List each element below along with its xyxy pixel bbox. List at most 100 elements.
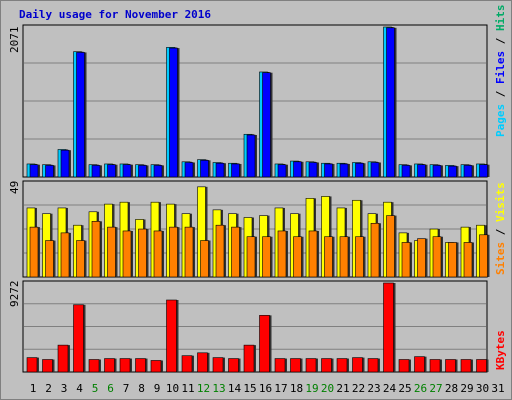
sites-bar <box>122 230 132 278</box>
sites-bar <box>324 236 333 278</box>
sites-bar <box>448 242 457 278</box>
kbytes-bar <box>336 358 348 373</box>
x-tick-label: 10 <box>166 382 179 395</box>
x-tick-label: 21 <box>336 382 349 395</box>
sites-bar <box>169 226 178 278</box>
x-tick-label: 11 <box>181 382 194 395</box>
files-bar <box>60 149 70 178</box>
files-bar <box>293 161 302 178</box>
kbytes-bar <box>259 315 270 373</box>
files-bar <box>308 162 318 178</box>
kbytes-bar <box>150 360 162 373</box>
x-tick-label: 26 <box>414 382 427 395</box>
x-tick-label: 8 <box>138 382 145 395</box>
x-tick-label: 31 <box>491 382 504 395</box>
x-tick-label: 18 <box>290 382 303 395</box>
sites-bar <box>386 215 395 278</box>
kbytes-bar <box>73 304 84 373</box>
sites-bar <box>60 232 70 278</box>
kbytes-bar <box>445 359 456 373</box>
kbytes-bar <box>243 344 255 373</box>
sites-bar <box>138 228 147 278</box>
files-bar <box>107 164 116 178</box>
kbytes-bar <box>42 359 53 373</box>
kbytes-bar <box>135 358 146 373</box>
kbytes-bar <box>367 358 379 373</box>
files-bar <box>463 165 473 178</box>
sites-bar <box>479 234 488 278</box>
kbytes-bar <box>274 358 286 373</box>
x-tick-label: 25 <box>398 382 411 395</box>
chart-title: Daily usage for November 2016 <box>19 8 212 21</box>
sites-bar <box>76 240 85 278</box>
files-bar <box>169 47 178 178</box>
sites-bar <box>463 242 473 278</box>
files-bar <box>401 165 411 178</box>
files-bar <box>200 160 209 178</box>
sites-bar <box>308 230 318 278</box>
sites-bar <box>184 226 194 278</box>
kbytes-bar <box>383 282 394 373</box>
kbytes-bar <box>414 356 425 373</box>
x-tick-label: 17 <box>274 382 287 395</box>
sites-bar <box>262 236 271 278</box>
kbytes-bar <box>181 355 193 373</box>
sites-bar <box>45 240 54 278</box>
files-bar <box>386 27 395 178</box>
files-bar <box>153 165 163 178</box>
files-bar <box>417 164 426 178</box>
sites-bar <box>153 230 163 278</box>
kbytes-bar <box>429 359 441 373</box>
x-tick-label: 22 <box>352 382 365 395</box>
x-tick-label: 3 <box>61 382 68 395</box>
x-tick-label: 5 <box>92 382 99 395</box>
kbytes-bar <box>460 359 472 373</box>
files-bar <box>479 164 488 178</box>
sites-bar <box>107 226 116 278</box>
kbytes-bar <box>321 358 332 373</box>
files-bar <box>122 164 132 178</box>
x-tick-label: 16 <box>259 382 272 395</box>
kbytes-bar <box>476 359 487 373</box>
sites-bar <box>29 226 39 278</box>
sites-bar <box>355 236 364 278</box>
sites-bar <box>370 222 380 278</box>
files-bar <box>231 163 240 178</box>
files-bar <box>339 163 349 178</box>
kbytes-bar <box>26 357 38 373</box>
sites-bar <box>215 224 225 278</box>
sites-bar <box>91 221 101 278</box>
files-bar <box>355 162 364 178</box>
files-bar <box>324 163 333 178</box>
kbytes-bar <box>352 357 363 373</box>
files-bar <box>277 164 287 178</box>
files-bar <box>184 162 194 178</box>
kbytes-bar <box>212 357 224 373</box>
files-bar <box>215 162 225 178</box>
files-bar <box>91 165 101 178</box>
files-bar <box>432 165 442 178</box>
files-bar <box>29 164 39 178</box>
sites-bar <box>432 236 442 278</box>
sites-bar <box>293 236 302 278</box>
files-bar <box>262 72 271 178</box>
kbytes-bar <box>119 358 131 373</box>
sites-bar <box>231 226 240 278</box>
kbytes-bar <box>305 358 317 373</box>
sites-bar <box>339 236 349 278</box>
x-tick-label: 1 <box>30 382 37 395</box>
kbytes-bar <box>228 358 239 373</box>
kbytes-bar <box>88 359 100 373</box>
sites-bar <box>401 242 411 278</box>
x-tick-label: 29 <box>460 382 473 395</box>
kbytes-bar <box>290 358 301 373</box>
x-tick-label: 2 <box>45 382 52 395</box>
sites-bar <box>277 230 287 278</box>
x-tick-label: 7 <box>123 382 130 395</box>
x-tick-label: 12 <box>197 382 210 395</box>
kbytes-bar <box>166 299 177 373</box>
kbytes-bar <box>57 344 69 373</box>
files-bar <box>246 134 256 178</box>
x-tick-label: 20 <box>321 382 334 395</box>
